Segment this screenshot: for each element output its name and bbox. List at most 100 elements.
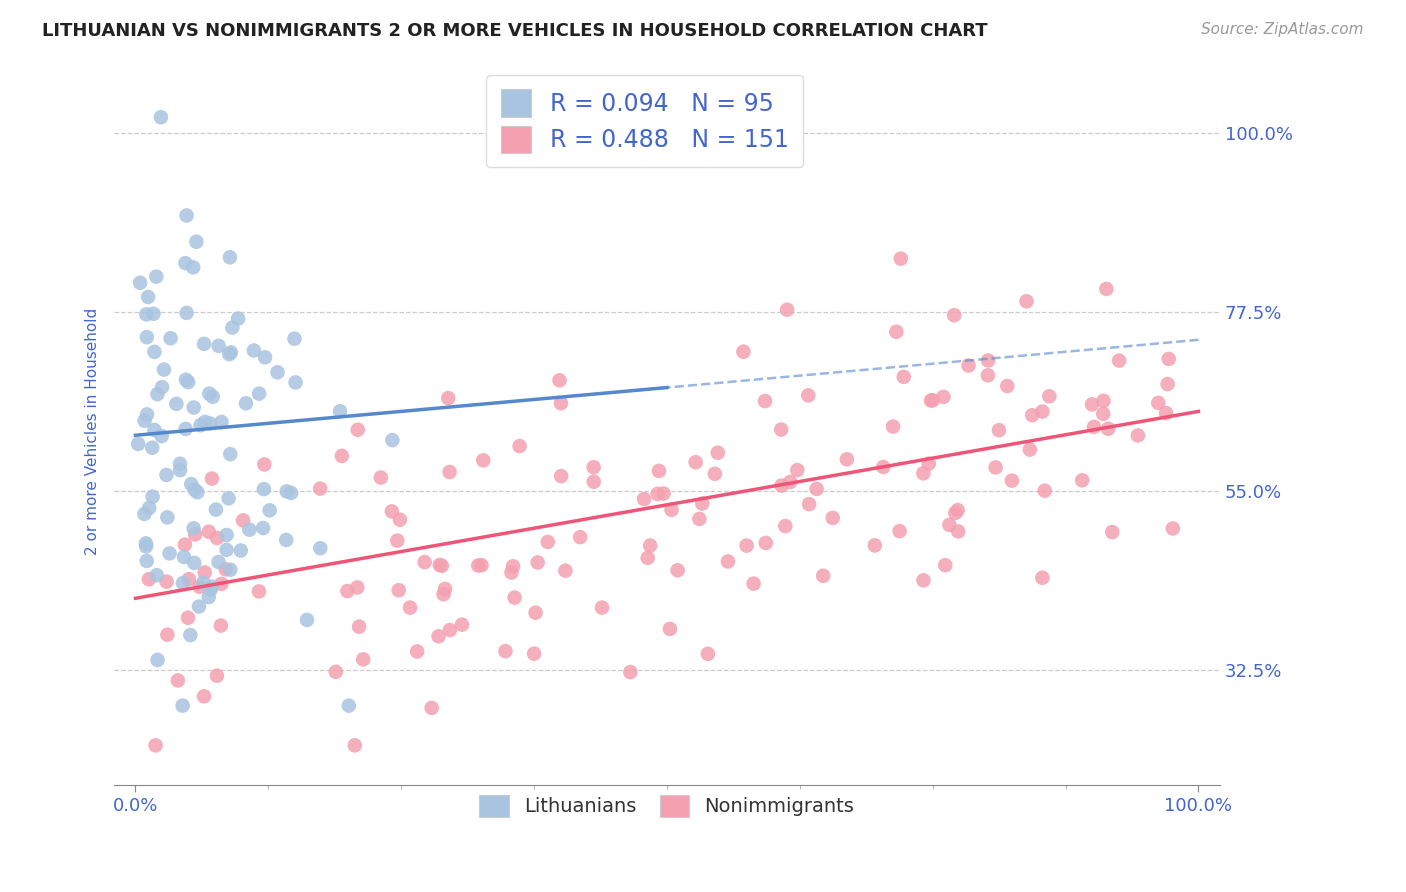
Point (174, 373, 197, 387)
Point (406, 644, 429, 658)
Point (703, 467, 725, 481)
Point (388, 513, 411, 527)
Point (471, 558, 494, 573)
Point (1071, 473, 1094, 487)
Point (186, 235, 208, 249)
Point (207, 555, 229, 569)
Point (205, 669, 228, 683)
Point (652, 486, 675, 500)
Point (882, 419, 904, 434)
Point (211, 415, 233, 429)
Point (717, 554, 740, 568)
Point (509, 439, 531, 453)
Point (253, 351, 276, 365)
Point (145, 269, 167, 284)
Point (145, 739, 167, 753)
Point (548, 373, 571, 387)
Point (183, 401, 205, 415)
Point (638, 539, 661, 553)
Point (619, 665, 641, 679)
Point (503, 591, 526, 605)
Point (1095, 282, 1118, 296)
Point (169, 463, 191, 477)
Point (1157, 351, 1180, 366)
Point (226, 311, 249, 326)
Point (235, 396, 257, 410)
Point (1108, 353, 1130, 368)
Point (155, 574, 177, 589)
Point (439, 465, 461, 479)
Point (325, 665, 347, 679)
Point (155, 467, 177, 482)
Point (591, 600, 613, 615)
Point (554, 564, 576, 578)
Point (1092, 393, 1115, 408)
Point (988, 423, 1011, 437)
Point (388, 583, 411, 598)
Point (1081, 397, 1104, 411)
Point (276, 533, 298, 547)
Point (309, 541, 332, 556)
Point (198, 524, 221, 539)
Point (647, 487, 669, 501)
Point (1092, 407, 1115, 421)
Point (159, 331, 181, 345)
Point (429, 558, 451, 572)
Point (174, 256, 197, 270)
Point (142, 307, 165, 321)
Point (1161, 521, 1184, 535)
Point (430, 558, 453, 573)
Point (890, 252, 912, 266)
Point (209, 618, 232, 632)
Point (806, 482, 828, 496)
Point (1018, 442, 1040, 457)
Point (754, 394, 776, 409)
Point (1031, 571, 1053, 585)
Point (835, 452, 858, 467)
Point (193, 337, 215, 351)
Point (1126, 428, 1149, 442)
Point (1015, 294, 1038, 309)
Point (918, 457, 941, 471)
Point (370, 470, 392, 484)
Point (550, 396, 572, 410)
Point (329, 404, 352, 418)
Point (413, 555, 436, 569)
Point (690, 497, 713, 511)
Point (582, 460, 605, 475)
Point (343, 739, 366, 753)
Point (439, 623, 461, 637)
Point (688, 512, 710, 526)
Point (183, 556, 205, 570)
Point (336, 584, 359, 599)
Point (451, 617, 474, 632)
Point (218, 491, 240, 506)
Point (582, 475, 605, 489)
Point (141, 441, 163, 455)
Point (633, 491, 655, 506)
Point (129, 276, 152, 290)
Point (229, 543, 252, 558)
Point (658, 622, 681, 636)
Point (243, 343, 266, 358)
Point (1031, 404, 1053, 418)
Point (134, 507, 156, 521)
Point (153, 362, 176, 376)
Point (943, 506, 966, 520)
Point (221, 320, 243, 334)
Point (181, 260, 204, 275)
Point (735, 539, 758, 553)
Point (427, 629, 450, 643)
Text: Source: ZipAtlas.com: Source: ZipAtlas.com (1201, 22, 1364, 37)
Point (938, 517, 960, 532)
Point (872, 460, 894, 475)
Point (201, 472, 224, 486)
Point (135, 536, 157, 550)
Point (811, 568, 834, 582)
Point (977, 368, 1000, 383)
Point (863, 538, 886, 552)
Point (205, 502, 228, 516)
Point (381, 504, 404, 518)
Point (932, 390, 955, 404)
Point (347, 620, 370, 634)
